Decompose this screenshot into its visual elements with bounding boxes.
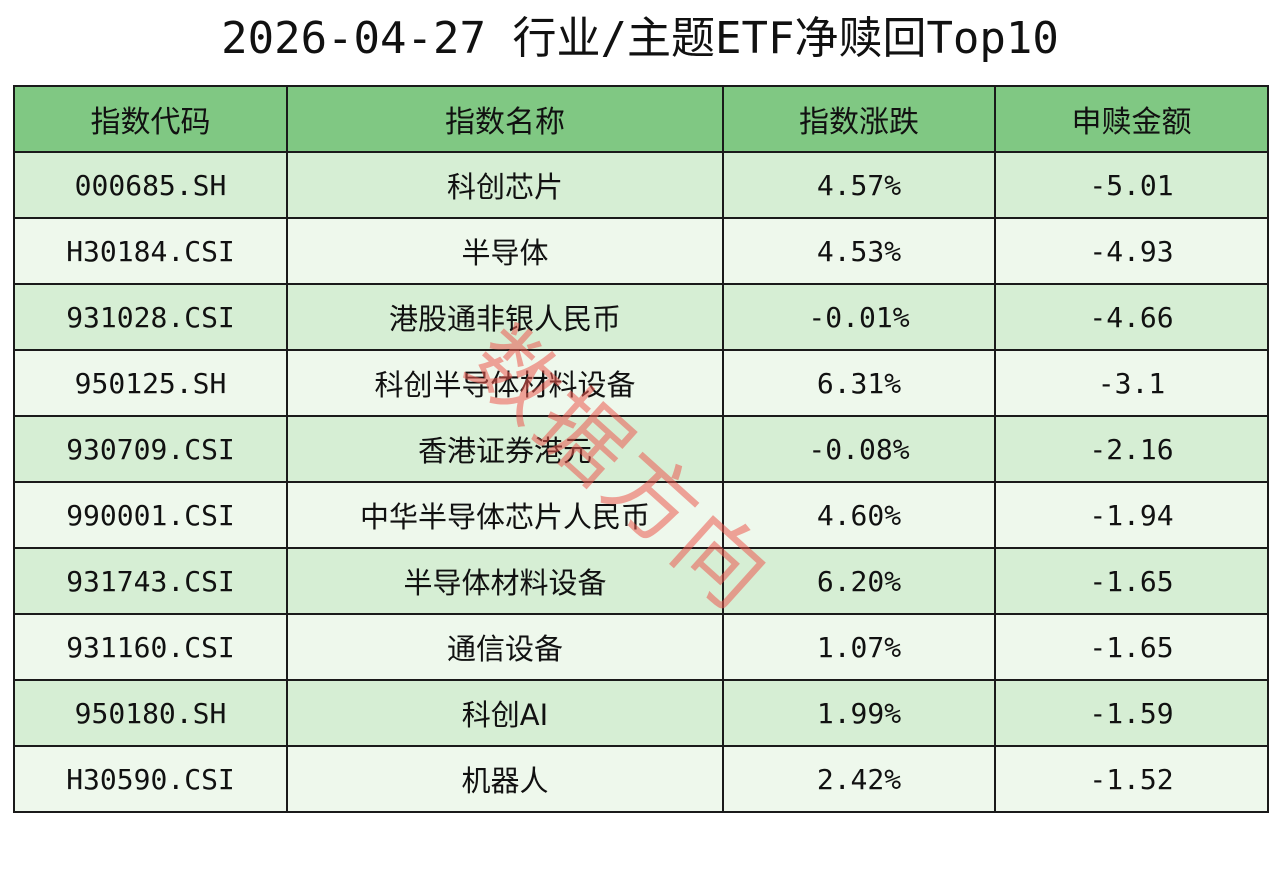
cell-index-change: 1.99%	[722, 679, 996, 747]
cell-index-change: 4.57%	[722, 151, 996, 219]
cell-redemption-amount: -3.1	[994, 349, 1269, 417]
table-row: 000685.SH 科创芯片 4.57% -5.01	[13, 151, 1269, 219]
cell-index-code: 990001.CSI	[13, 481, 288, 549]
cell-index-name: 港股通非银人民币	[286, 283, 724, 351]
cell-index-name: 科创AI	[286, 679, 724, 747]
column-header-amount: 申赎金额	[994, 85, 1269, 153]
cell-index-code: 931028.CSI	[13, 283, 288, 351]
column-header-code: 指数代码	[13, 85, 288, 153]
table-row: 931160.CSI 通信设备 1.07% -1.65	[13, 613, 1269, 681]
table-header-row: 指数代码 指数名称 指数涨跌 申赎金额	[13, 85, 1269, 153]
column-header-change: 指数涨跌	[722, 85, 996, 153]
cell-redemption-amount: -1.52	[994, 745, 1269, 813]
cell-redemption-amount: -1.94	[994, 481, 1269, 549]
cell-index-change: -0.08%	[722, 415, 996, 483]
cell-index-change: 1.07%	[722, 613, 996, 681]
cell-index-name: 香港证券港元	[286, 415, 724, 483]
cell-index-code: 950125.SH	[13, 349, 288, 417]
cell-redemption-amount: -4.93	[994, 217, 1269, 285]
table-row: 950125.SH 科创半导体材料设备 6.31% -3.1	[13, 349, 1269, 417]
table-row: 990001.CSI 中华半导体芯片人民币 4.60% -1.94	[13, 481, 1269, 549]
cell-index-change: 4.60%	[722, 481, 996, 549]
table-row: 950180.SH 科创AI 1.99% -1.59	[13, 679, 1269, 747]
table-row: H30590.CSI 机器人 2.42% -1.52	[13, 745, 1269, 813]
cell-redemption-amount: -1.65	[994, 613, 1269, 681]
table-row: 931028.CSI 港股通非银人民币 -0.01% -4.66	[13, 283, 1269, 351]
cell-index-change: 2.42%	[722, 745, 996, 813]
cell-index-code: 950180.SH	[13, 679, 288, 747]
cell-index-name: 科创半导体材料设备	[286, 349, 724, 417]
etf-redemption-table: 指数代码 指数名称 指数涨跌 申赎金额 000685.SH 科创芯片 4.57% -5…	[13, 85, 1269, 813]
cell-index-name: 通信设备	[286, 613, 724, 681]
table-row: H30184.CSI 半导体 4.53% -4.93	[13, 217, 1269, 285]
table-row: 931743.CSI 半导体材料设备 6.20% -1.65	[13, 547, 1269, 615]
cell-index-change: 6.20%	[722, 547, 996, 615]
cell-index-code: H30590.CSI	[13, 745, 288, 813]
cell-index-code: 000685.SH	[13, 151, 288, 219]
cell-index-name: 科创芯片	[286, 151, 724, 219]
table-body: 000685.SH 科创芯片 4.57% -5.01 H30184.CSI 半导体 4.53…	[13, 151, 1269, 813]
cell-index-change: 4.53%	[722, 217, 996, 285]
cell-index-name: 半导体	[286, 217, 724, 285]
page-title: 2026-04-27 行业/主题ETF净赎回Top10	[221, 13, 1059, 64]
cell-index-code: H30184.CSI	[13, 217, 288, 285]
table-row: 930709.CSI 香港证券港元 -0.08% -2.16	[13, 415, 1269, 483]
cell-redemption-amount: -1.59	[994, 679, 1269, 747]
cell-index-code: 931743.CSI	[13, 547, 288, 615]
cell-redemption-amount: -4.66	[994, 283, 1269, 351]
cell-index-change: -0.01%	[722, 283, 996, 351]
column-header-name: 指数名称	[286, 85, 724, 153]
cell-redemption-amount: -5.01	[994, 151, 1269, 219]
cell-index-change: 6.31%	[722, 349, 996, 417]
cell-redemption-amount: -1.65	[994, 547, 1269, 615]
cell-index-name: 半导体材料设备	[286, 547, 724, 615]
cell-redemption-amount: -2.16	[994, 415, 1269, 483]
cell-index-name: 机器人	[286, 745, 724, 813]
cell-index-code: 931160.CSI	[13, 613, 288, 681]
cell-index-code: 930709.CSI	[13, 415, 288, 483]
cell-index-name: 中华半导体芯片人民币	[286, 481, 724, 549]
